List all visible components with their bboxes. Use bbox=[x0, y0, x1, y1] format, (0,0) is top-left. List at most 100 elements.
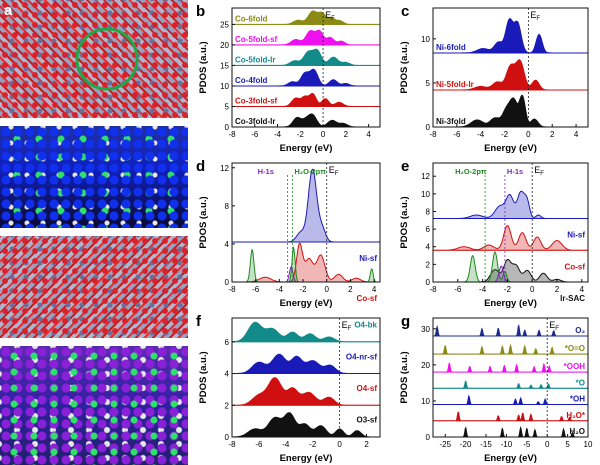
series-label-b-0: Co-3fold-Ir bbox=[235, 117, 275, 126]
panel-label-g: g bbox=[401, 313, 410, 330]
panel-label-b: b bbox=[196, 3, 205, 20]
series-group-e bbox=[433, 190, 588, 282]
panel-label-f: f bbox=[196, 313, 202, 330]
series-label-f-0: O3-sf bbox=[357, 416, 378, 425]
y-tick-label-e-1: 2 bbox=[426, 260, 431, 269]
y-tick-label-f-2: 4 bbox=[225, 370, 230, 379]
chart-panel-f: f EF -8 -6 -4 -2 0 2 0 2 4 6 Energy (eV) PDOS (a.u.) O… bbox=[196, 313, 381, 464]
panel-a-image-bottom-structure bbox=[0, 236, 188, 338]
x-tick-label-b-5: 2 bbox=[344, 130, 349, 139]
panel-a-image-top-structure bbox=[0, 0, 188, 118]
plot-frame-c bbox=[432, 7, 589, 128]
plot-frame-b bbox=[231, 7, 381, 128]
y-tick-label-g-1: 10 bbox=[421, 397, 430, 406]
y-tick-label-b-2: 10 bbox=[220, 82, 229, 91]
series-label-e-0: Ir-SAC bbox=[560, 294, 585, 303]
x-tick-label-e-3: -2 bbox=[504, 285, 512, 294]
panel-label-e: e bbox=[401, 158, 409, 175]
series-area-d-1 bbox=[232, 168, 380, 243]
series-label-b-4: Co-5fold-sf bbox=[235, 35, 278, 44]
x-tick-label-g-1: -20 bbox=[460, 440, 472, 449]
series-label-g-2: *OH bbox=[570, 395, 585, 404]
series-area-g-3 bbox=[433, 379, 588, 389]
y-axis-label-f: PDOS (a.u.) bbox=[198, 351, 209, 403]
plot-frame-e bbox=[432, 162, 589, 283]
x-tick-label-e-2: -4 bbox=[479, 285, 487, 294]
y-tick-label-e-0: 0 bbox=[426, 278, 431, 287]
y-tick-label-e-4: 8 bbox=[426, 207, 431, 216]
x-tick-label-e-0: -8 bbox=[429, 285, 437, 294]
x-tick-label-g-6: 5 bbox=[565, 440, 570, 449]
y-tick-label-f-3: 6 bbox=[225, 338, 230, 347]
series-label-c-2: Ni-6fold bbox=[436, 43, 466, 52]
x-tick-label-d-4: 0 bbox=[324, 285, 329, 294]
series-label-b-5: Co-6fold bbox=[235, 14, 268, 23]
y-tick-label-f-1: 2 bbox=[225, 401, 230, 410]
y-axis-label-e: PDOS (a.u.) bbox=[399, 196, 410, 248]
x-tick-label-f-0: -8 bbox=[228, 440, 236, 449]
x-tick-label-d-2: -4 bbox=[276, 285, 284, 294]
x-tick-label-c-5: 2 bbox=[550, 130, 555, 139]
x-tick-label-f-2: -4 bbox=[282, 440, 290, 449]
x-tick-label-b-0: -8 bbox=[228, 130, 236, 139]
fermi-label-g: EF bbox=[549, 320, 559, 332]
x-tick-label-b-2: -4 bbox=[274, 130, 282, 139]
chart-panel-g: g EF -25 -20 -15 -10 -5 0 5 10 0 10 20 30 Energy (eV) P… bbox=[399, 313, 593, 464]
series-group-c bbox=[433, 18, 588, 127]
x-axis-label-f: Energy (eV) bbox=[280, 453, 333, 464]
panel-a-highlight-circle bbox=[75, 27, 139, 91]
series-area-e-0 bbox=[433, 259, 588, 282]
y-tick-label-e-3: 6 bbox=[426, 225, 431, 234]
x-tick-label-e-5: 2 bbox=[555, 285, 560, 294]
panel-label-d: d bbox=[196, 158, 205, 175]
y-tick-label-b-0: 0 bbox=[225, 123, 230, 132]
x-tick-label-g-3: -10 bbox=[501, 440, 513, 449]
plot-frame-f bbox=[231, 317, 381, 438]
chart-panel-b: b EF -8 -6 -4 -2 0 2 4 0 5 10 15 20 25 Energy (eV) PDOS … bbox=[196, 3, 381, 154]
x-axis-label-c: Energy (eV) bbox=[484, 143, 537, 154]
series-label-e-2: Ni-sf bbox=[567, 231, 585, 240]
x-tick-label-f-3: -2 bbox=[309, 440, 317, 449]
y-tick-label-d-1: 4 bbox=[225, 240, 230, 249]
x-tick-label-g-0: -25 bbox=[439, 440, 451, 449]
series-group-f bbox=[232, 321, 380, 437]
x-tick-label-f-4: 0 bbox=[337, 440, 342, 449]
x-tick-label-e-1: -6 bbox=[454, 285, 462, 294]
series-label-b-1: Co-3fold-sf bbox=[235, 96, 278, 105]
series-area-e-2 bbox=[433, 190, 588, 219]
x-tick-label-g-7: 10 bbox=[584, 440, 593, 449]
y-tick-label-b-4: 20 bbox=[220, 41, 229, 50]
series-label-g-3: *O bbox=[576, 378, 585, 387]
annotation-label-e-0: H₂O-2pπ bbox=[455, 167, 487, 176]
y-tick-label-c-1: 5 bbox=[426, 79, 431, 88]
fermi-label-f: EF bbox=[342, 320, 352, 332]
series-area-g-6 bbox=[433, 324, 588, 337]
fermi-label-b: EF bbox=[325, 10, 335, 22]
series-area-g-0 bbox=[433, 425, 588, 437]
series-label-d-1: Ni-sf bbox=[359, 254, 377, 263]
y-tick-label-d-0: 0 bbox=[225, 278, 230, 287]
series-label-f-3: O4-bk bbox=[354, 321, 377, 330]
y-axis-label-g: PDOS (a.u.) bbox=[399, 351, 410, 403]
series-group-g bbox=[433, 324, 588, 437]
y-tick-label-d-3: 12 bbox=[220, 164, 229, 173]
series-label-c-1: Ni-5fold-Ir bbox=[436, 80, 474, 89]
series-label-e-1: Co-sf bbox=[565, 262, 586, 271]
x-tick-label-b-3: -2 bbox=[297, 130, 305, 139]
x-tick-label-c-3: -2 bbox=[501, 130, 509, 139]
y-tick-label-g-2: 20 bbox=[421, 361, 430, 370]
y-tick-label-e-5: 10 bbox=[421, 190, 430, 199]
x-axis-label-g: Energy (eV) bbox=[484, 453, 537, 464]
series-label-f-1: O4-sf bbox=[357, 384, 378, 393]
x-tick-label-d-1: -6 bbox=[252, 285, 260, 294]
x-tick-label-d-0: -8 bbox=[228, 285, 236, 294]
x-axis-label-e: Energy (eV) bbox=[484, 298, 537, 309]
y-tick-label-b-3: 15 bbox=[220, 61, 229, 70]
panel-a-label: a bbox=[4, 2, 13, 19]
series-group-d bbox=[232, 168, 380, 282]
panel-a-image-charge-density-2 bbox=[0, 346, 188, 465]
annotation-label-d-0: H-1s bbox=[258, 167, 274, 176]
y-tick-label-d-2: 8 bbox=[225, 202, 230, 211]
y-tick-label-e-6: 12 bbox=[421, 172, 430, 181]
x-tick-label-d-3: -2 bbox=[299, 285, 307, 294]
